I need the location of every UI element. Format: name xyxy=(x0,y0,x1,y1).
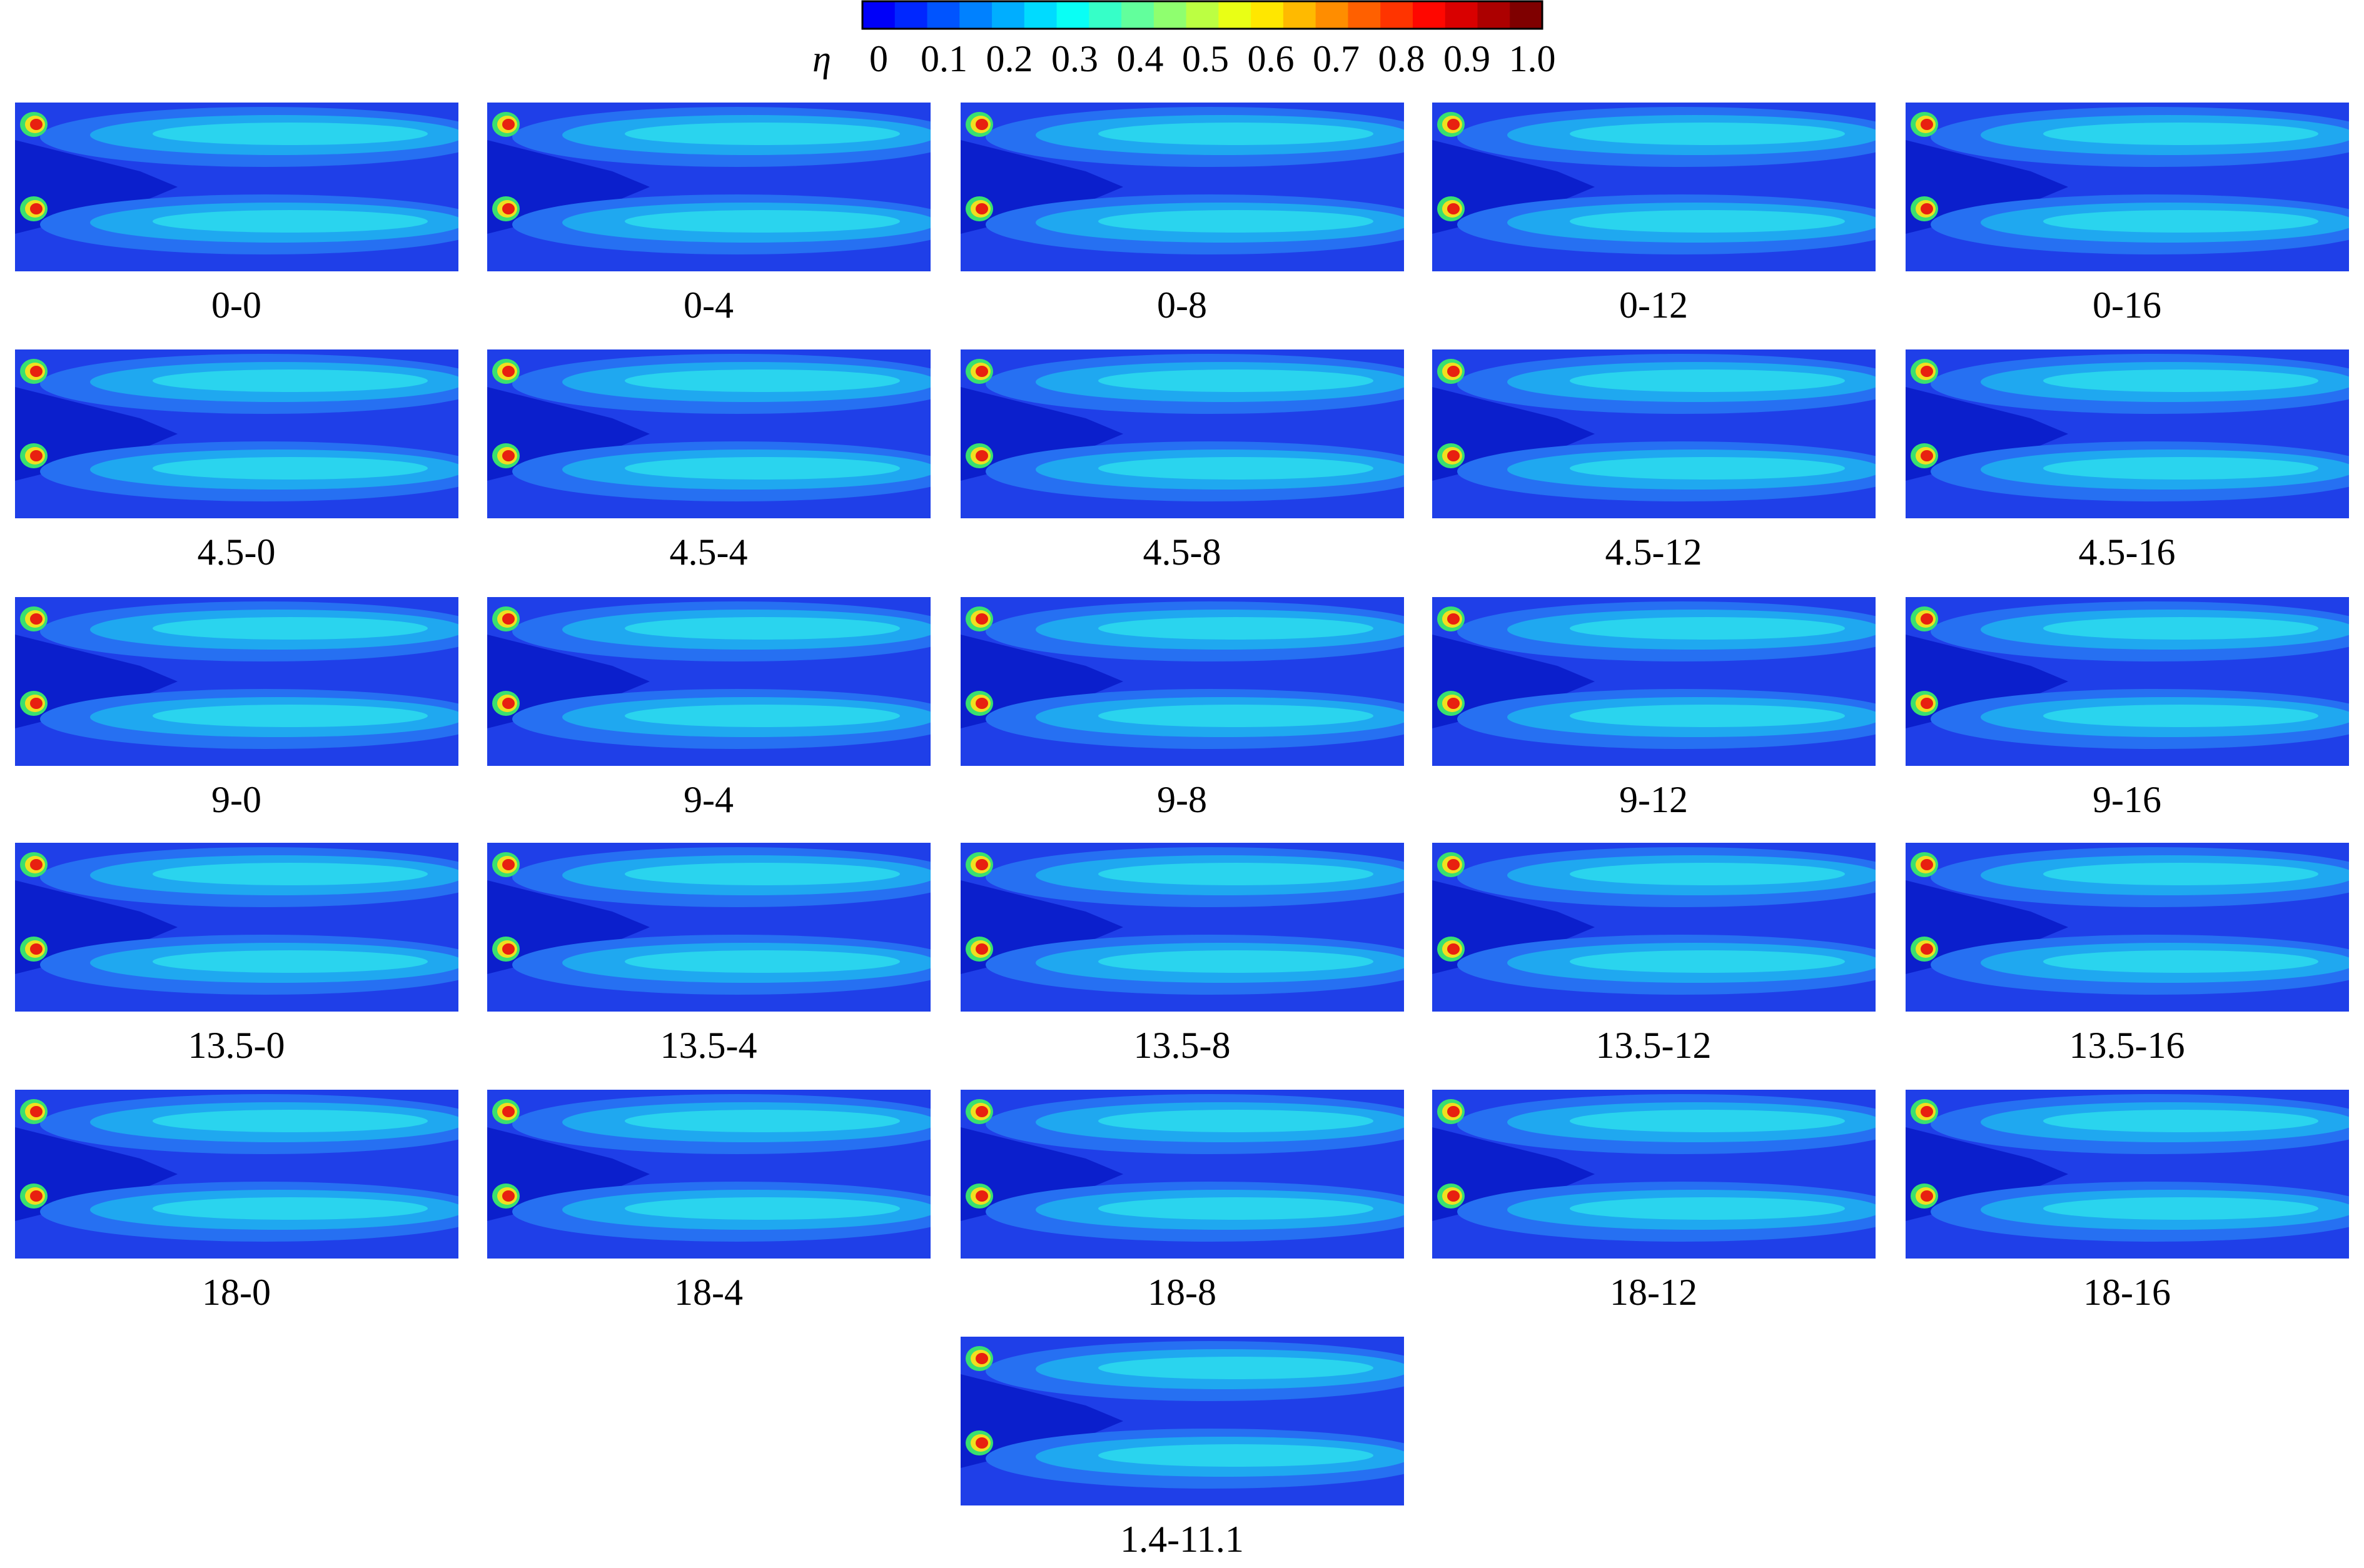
panel-caption: 0-4 xyxy=(684,284,734,326)
panel-caption: 18-12 xyxy=(1610,1272,1697,1313)
colorbar-tick-label: 0.4 xyxy=(1117,38,1164,79)
colorbar-block xyxy=(1218,1,1251,29)
colorbar xyxy=(861,0,1543,30)
colorbar-block xyxy=(1283,1,1316,29)
panel-caption: 9-8 xyxy=(1157,779,1207,820)
colorbar-tick-label: 0.3 xyxy=(1051,38,1098,79)
colorbar-block xyxy=(1024,1,1058,29)
contour-panel xyxy=(961,843,1436,1012)
colorbar-tick-label: 0.8 xyxy=(1378,38,1425,79)
colorbar-block xyxy=(1121,1,1154,29)
contour-panel xyxy=(961,349,1436,518)
contour-panel xyxy=(15,349,490,518)
panel-caption: 13.5-12 xyxy=(1596,1025,1712,1066)
contour-panel xyxy=(961,1090,1436,1259)
colorbar-block xyxy=(1089,1,1122,29)
contour-panel xyxy=(1432,597,1907,766)
colorbar-block xyxy=(1445,1,1478,29)
panel-caption: 0-12 xyxy=(1619,284,1688,326)
colorbar-block xyxy=(1477,1,1510,29)
colorbar-block xyxy=(927,1,960,29)
colorbar-block xyxy=(959,1,993,29)
colorbar-tick-label: 0 xyxy=(869,38,888,79)
contour-panel xyxy=(1432,103,1907,271)
colorbar-block xyxy=(1153,1,1187,29)
colorbar-tick-label: 0.2 xyxy=(986,38,1033,79)
panel-caption: 18-16 xyxy=(2083,1272,2171,1313)
colorbar-block xyxy=(862,1,896,29)
panel-caption: 4.5-4 xyxy=(670,531,748,573)
panel-caption: 4.5-12 xyxy=(1605,531,1702,573)
panel-caption: 0-16 xyxy=(2093,284,2161,326)
colorbar-tick-label: 0.1 xyxy=(921,38,967,79)
contour-panel xyxy=(487,103,962,271)
contour-panel xyxy=(487,349,962,518)
panel-caption: 0-8 xyxy=(1157,284,1207,326)
panel-caption: 4.5-8 xyxy=(1143,531,1221,573)
panel-caption: 9-12 xyxy=(1619,779,1688,820)
panel-caption: 13.5-8 xyxy=(1134,1025,1231,1066)
colorbar-block xyxy=(1186,1,1219,29)
contour-panel xyxy=(1432,843,1907,1012)
contour-panel xyxy=(487,597,962,766)
colorbar-block xyxy=(1412,1,1446,29)
panel-caption: 4.5-0 xyxy=(198,531,276,573)
contour-panel xyxy=(1432,1090,1907,1259)
contour-panel xyxy=(15,103,490,271)
panel-caption: 13.5-16 xyxy=(2069,1025,2185,1066)
contour-panel xyxy=(1906,1090,2364,1259)
contour-panel xyxy=(15,597,490,766)
contour-panel xyxy=(961,103,1436,271)
colorbar-block xyxy=(1251,1,1284,29)
panel-caption: 13.5-4 xyxy=(660,1025,757,1066)
colorbar-tick-label: 0.7 xyxy=(1313,38,1360,79)
panel-caption: 18-0 xyxy=(202,1272,271,1313)
colorbar-frame xyxy=(861,0,1543,30)
colorbar-symbol: η xyxy=(812,38,831,79)
contour-panel xyxy=(487,1090,962,1259)
colorbar-tick-label: 1.0 xyxy=(1509,38,1556,79)
contour-panel xyxy=(961,597,1436,766)
colorbar-tick-label: 0.9 xyxy=(1443,38,1490,79)
panel-caption: 1.4-11.1 xyxy=(1120,1519,1244,1560)
contour-panel xyxy=(15,1090,490,1259)
panel-caption: 18-8 xyxy=(1148,1272,1216,1313)
colorbar-block xyxy=(992,1,1025,29)
colorbar-tick-label: 0.6 xyxy=(1248,38,1295,79)
colorbar-block xyxy=(1056,1,1089,29)
contour-panel xyxy=(1906,843,2364,1012)
panel-caption: 9-16 xyxy=(2093,779,2161,820)
panel-caption: 0-0 xyxy=(211,284,261,326)
contour-panel xyxy=(1906,349,2364,518)
contour-panel xyxy=(1906,597,2364,766)
contour-panel xyxy=(1432,349,1907,518)
panel-caption: 13.5-0 xyxy=(188,1025,285,1066)
panel-caption: 9-4 xyxy=(684,779,734,820)
colorbar-block xyxy=(894,1,928,29)
contour-panel xyxy=(15,843,490,1012)
colorbar-block xyxy=(1510,1,1543,29)
colorbar-block xyxy=(1315,1,1348,29)
colorbar-block xyxy=(1380,1,1413,29)
colorbar-block xyxy=(1348,1,1381,29)
panel-caption: 18-4 xyxy=(674,1272,743,1313)
contour-panel xyxy=(487,843,962,1012)
panel-caption: 9-0 xyxy=(211,779,261,820)
colorbar-tick-label: 0.5 xyxy=(1182,38,1229,79)
contour-panel xyxy=(1906,103,2364,271)
contour-panel xyxy=(961,1337,1436,1505)
panel-caption: 4.5-16 xyxy=(2079,531,2176,573)
